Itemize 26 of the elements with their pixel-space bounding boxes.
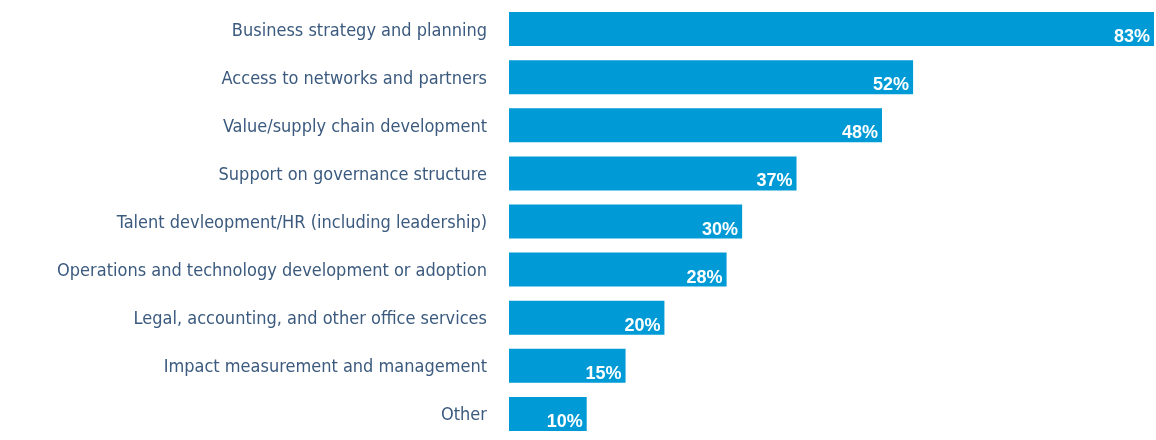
y-tick-label: Access to networks and partners	[221, 66, 487, 88]
bar	[509, 348, 626, 383]
bar	[509, 156, 797, 191]
bar	[509, 204, 743, 239]
data-label: 48%	[841, 122, 879, 143]
y-tick-label: Impact measurement and management	[163, 355, 487, 377]
data-label: 30%	[702, 218, 739, 239]
y-tick-label: Other	[441, 403, 488, 425]
data-label: 28%	[686, 266, 723, 287]
y-tick-label: Operations and technology development or adoption	[57, 259, 487, 281]
data-label: 15%	[585, 362, 622, 383]
bar	[509, 108, 883, 143]
data-label: 52%	[873, 74, 910, 95]
y-tick-label: Legal, accounting, and other office services	[133, 307, 487, 329]
bar	[509, 252, 727, 287]
data-label: 20%	[624, 314, 661, 335]
bar	[509, 12, 1154, 47]
y-tick-label: Support on governance structure	[218, 162, 488, 184]
y-tick-label: Value/supply chain development	[222, 114, 487, 136]
y-tick-label: Talent devleopment/HR (including leadership)	[115, 211, 487, 232]
data-label: 37%	[756, 170, 793, 191]
bar	[509, 300, 665, 335]
data-label: 83%	[1113, 26, 1150, 47]
bar	[509, 60, 914, 95]
data-label: 10%	[546, 410, 583, 431]
y-tick-label: Business strategy and planning	[231, 18, 487, 40]
